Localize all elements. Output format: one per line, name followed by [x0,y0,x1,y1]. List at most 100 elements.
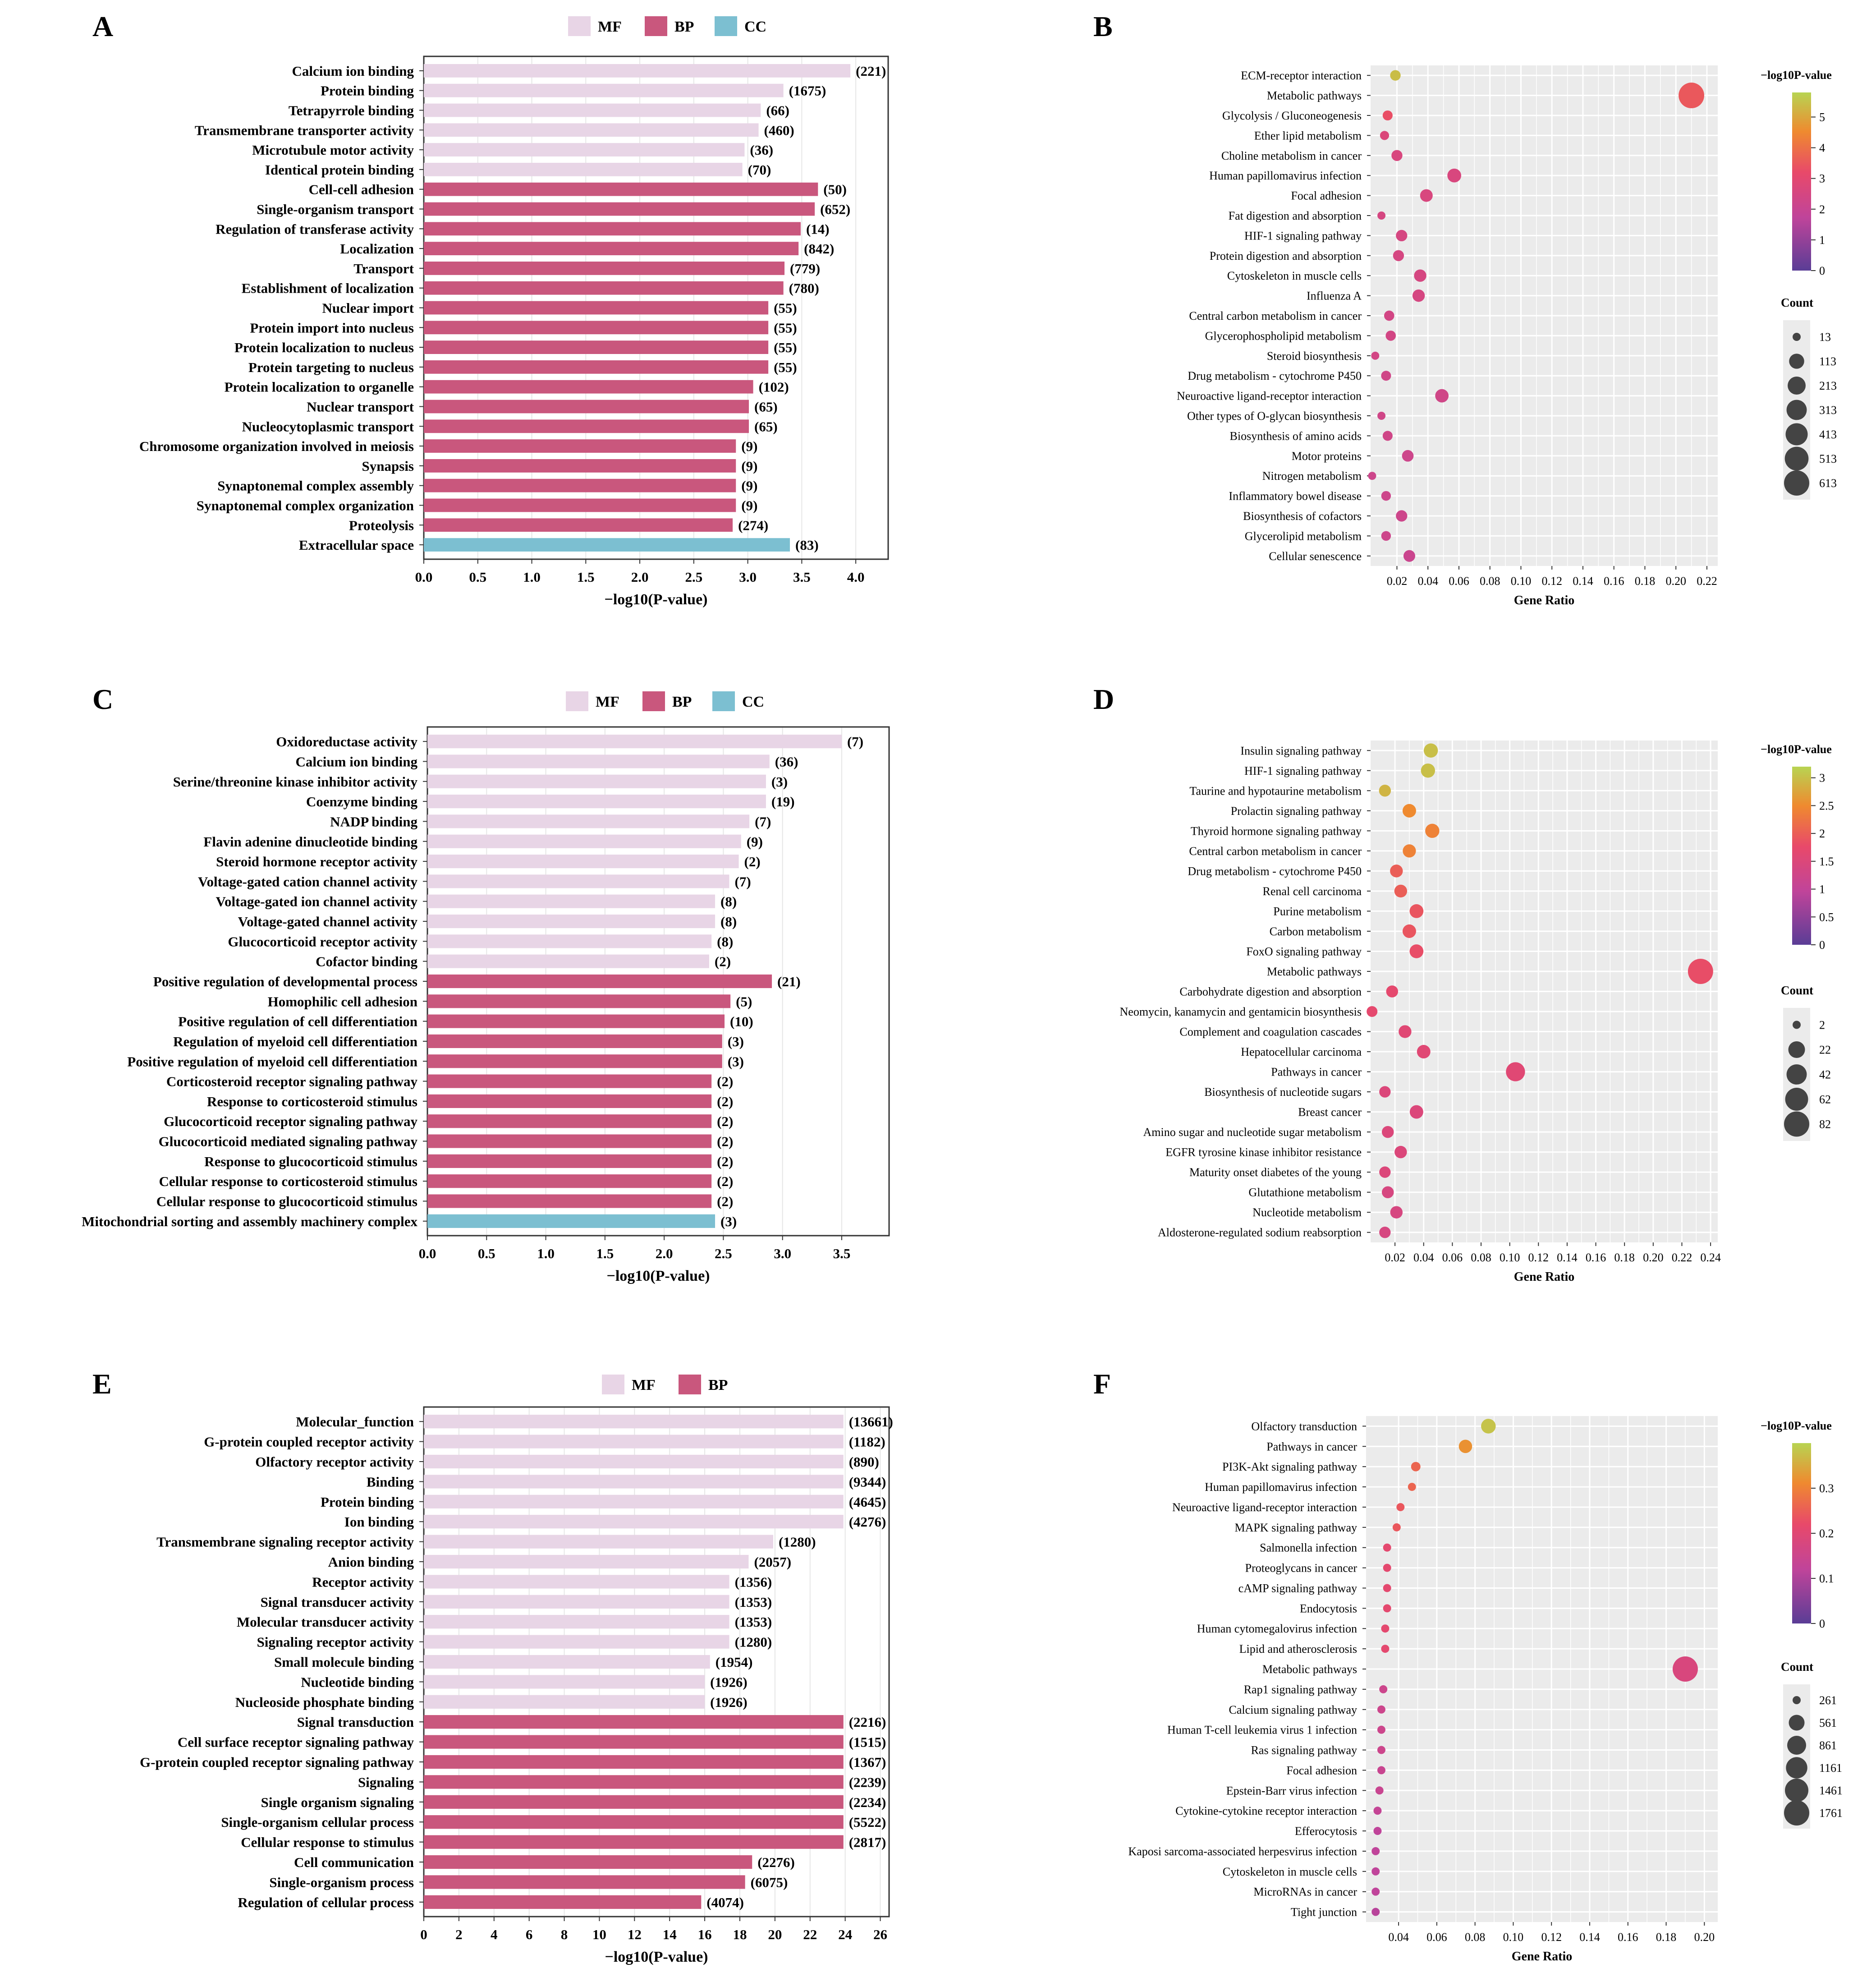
category-label: Protein localization to organelle [225,379,414,395]
bar [427,834,741,848]
count-label: (8) [720,894,737,910]
x-tick-label: 0.06 [1442,1251,1463,1264]
category-label: Single-organism process [269,1874,414,1890]
size-legend-label: 413 [1819,428,1837,441]
category-label: Tetrapyrrole binding [289,103,414,119]
x-tick-label: 1.5 [577,569,595,585]
category-label: Protein import into nucleus [250,320,414,336]
bar [427,1114,712,1128]
bar [424,1855,752,1869]
bar [424,163,743,176]
category-label: Proteolysis [349,517,414,533]
bar [424,518,733,532]
category-label: Establishment of localization [242,281,414,296]
category-label: Aldosterone-regulated sodium reabsorptio… [1158,1226,1362,1239]
bubble-point [1381,531,1391,541]
count-label: (9) [747,834,763,850]
size-legend-point [1784,470,1809,496]
bubble-point [1403,844,1416,858]
category-label: Tight junction [1291,1906,1357,1919]
category-label: Carbon metabolism [1270,925,1362,938]
bar [424,400,749,414]
bar [424,1635,729,1649]
count-label: (10) [730,1014,753,1030]
x-tick-label: 0.18 [1614,1251,1635,1264]
x-tick-label: 3.5 [833,1246,851,1261]
count-label: (3) [728,1053,744,1069]
category-label: Regulation of transferase activity [216,221,414,237]
x-tick-label: 3.0 [774,1246,791,1261]
count-label: (50) [823,182,847,198]
x-tick-label: 0.0 [419,1246,436,1261]
x-tick-label: 6 [526,1927,533,1942]
size-legend-label: 861 [1819,1739,1837,1752]
bubble-point [1417,1045,1431,1059]
category-label: Glucocorticoid mediated signaling pathwa… [159,1134,418,1150]
bubble-point [1379,1685,1388,1693]
size-legend-label: 613 [1819,477,1837,490]
bubble-point [1381,371,1391,381]
count-label: (65) [754,418,778,434]
category-label: MAPK signaling pathway [1234,1521,1357,1534]
category-label: Voltage-gated cation channel activity [198,874,418,889]
size-legend-title: Count [1781,1660,1813,1674]
bubble-point [1381,1645,1390,1653]
category-label: Human T-cell leukemia virus 1 infection [1167,1724,1357,1737]
bubble-point [1396,230,1408,242]
count-label: (2) [715,954,731,970]
category-label: Nucleotide metabolism [1252,1206,1362,1219]
bar [424,1675,705,1689]
category-label: Influenza A [1307,290,1362,303]
count-label: (6075) [751,1874,788,1890]
x-tick-label: 4 [491,1927,498,1942]
category-label: Transmembrane transporter activity [195,122,414,138]
colorbar-tick-label: 1 [1819,883,1825,896]
bar [427,1094,712,1108]
legend-label-cc: CC [744,18,766,35]
bar [424,182,818,196]
size-legend-point [1784,446,1809,471]
category-label: Neuroactive ligand-receptor interaction [1177,390,1362,403]
count-label: (55) [774,300,797,316]
bar [427,774,766,788]
bar [424,1435,844,1449]
category-label: Calcium ion binding [296,754,418,769]
bar [427,994,731,1008]
category-label: Oxidoreductase activity [276,734,417,750]
panel-a-bar-chart: A MF BP CC Calcium ion binding (221) Protein b… [92,10,889,608]
bubble-point [1672,1656,1698,1682]
bar [427,1034,722,1048]
category-label: Kaposi sarcoma-associated herpesvirus in… [1128,1845,1357,1858]
count-label: (1515) [849,1734,886,1750]
category-label: Motor proteins [1292,450,1362,463]
count-label: (3) [720,1214,737,1229]
count-label: (1356) [735,1574,772,1590]
category-label: Glycolysis / Gluconeogenesis [1222,109,1362,122]
x-tick-label: 26 [873,1927,887,1942]
category-label: Carbohydrate digestion and absorption [1179,985,1362,998]
bubble-point [1506,1062,1525,1081]
bubble-point [1371,1887,1380,1896]
bar [427,914,716,929]
bubble-point [1421,763,1435,778]
bar [424,1715,844,1729]
bubble-point [1379,1227,1391,1238]
category-label: Chromosome organization involved in meio… [139,438,414,454]
bar [424,1875,745,1889]
category-label: Glycerolipid metabolism [1245,529,1362,543]
bubble-point [1379,785,1391,797]
count-label: (2) [717,1074,733,1090]
bar [424,262,785,275]
size-legend-title: Count [1781,296,1813,309]
category-label: Rap1 signaling pathway [1244,1683,1357,1696]
x-tick-label: 3.0 [739,569,757,585]
bar [424,1795,844,1809]
count-label: (14) [806,221,830,237]
colorbar-tick-label: 4 [1819,142,1825,155]
x-tick-label: 0.10 [1500,1251,1520,1264]
category-label: Signal transduction [297,1714,414,1730]
size-legend-point [1789,354,1804,369]
bar [424,83,784,97]
size-legend-label: 22 [1819,1044,1831,1057]
category-label: cAMP signaling pathway [1238,1582,1357,1595]
